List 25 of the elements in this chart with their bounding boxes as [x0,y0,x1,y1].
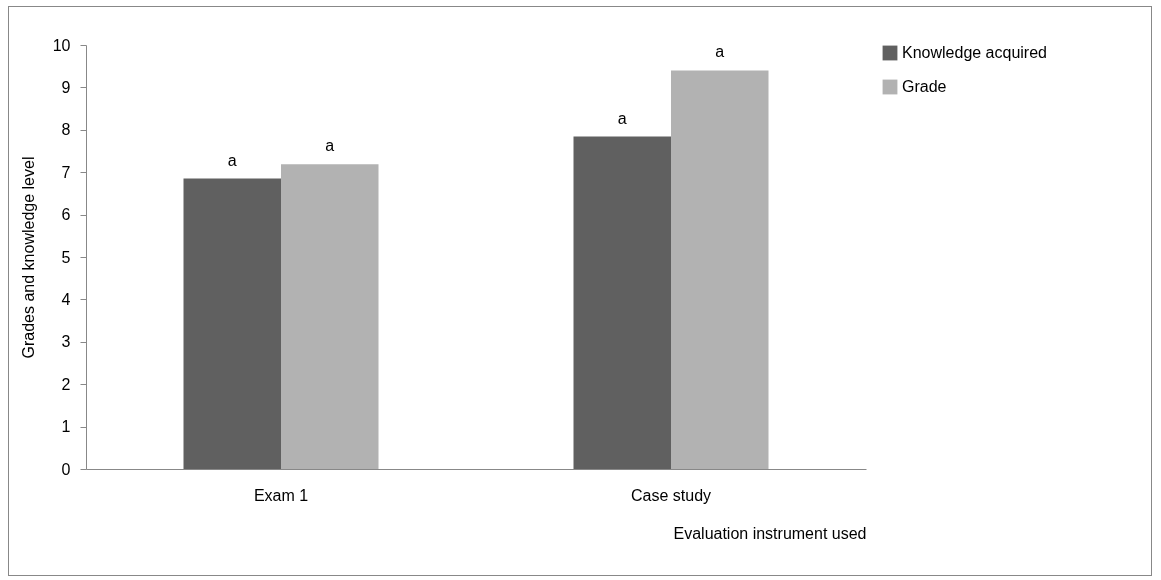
y-tick-label: 2 [61,375,71,393]
y-tick-label: 6 [61,206,71,224]
bar [671,70,769,469]
x-tick-label: Exam 1 [253,486,309,504]
legend-label: Knowledge acquired [902,44,1047,61]
y-tick-label: 9 [61,78,71,96]
bar [281,164,379,469]
annotation: a [715,43,725,61]
y-tick-label: 4 [61,290,71,308]
x-tick-label: Case study [630,486,712,504]
y-tick-label: 7 [61,163,71,181]
y-tick-label: 3 [61,333,71,351]
y-axis-title: Grades and knowledge level [19,156,37,359]
y-tick-label: 1 [61,418,71,436]
annotation: a [227,151,237,169]
x-axis-title: Evaluation instrument used [673,524,867,542]
legend-label: Grade [902,78,947,95]
annotation: a [325,137,335,155]
y-tick-label: 0 [61,460,71,478]
y-tick-label: 8 [61,121,71,139]
bar [573,136,671,469]
y-tick-label: 5 [61,248,71,266]
annotation: a [617,109,627,127]
bar [183,178,281,469]
y-tick-label: 10 [52,36,71,54]
